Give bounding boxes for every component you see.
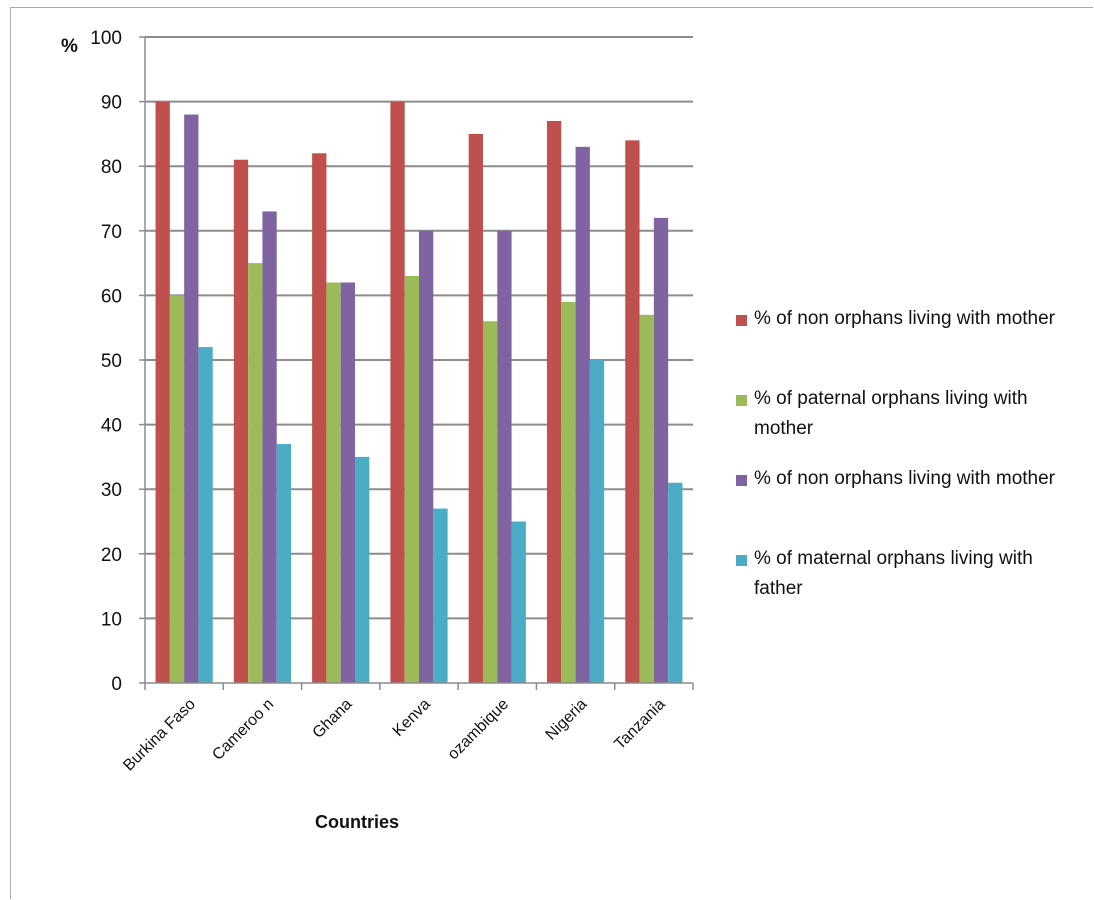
bar-2-4: [482, 321, 498, 683]
bar-3-2: [340, 282, 356, 683]
y-tick-label: 90: [101, 93, 122, 114]
y-tick-label: 20: [101, 545, 122, 566]
bar-2-3: [404, 276, 419, 683]
y-tick-label: 10: [101, 609, 122, 630]
bar-4-6: [668, 482, 683, 683]
bar-1-4: [468, 133, 483, 683]
axes: [139, 36, 694, 690]
bar-4-2: [355, 456, 370, 683]
bar-4-3: [433, 508, 448, 683]
x-tick-label: Burkina Faso: [120, 696, 199, 775]
bar-1-6: [625, 140, 640, 684]
bar-3-1: [262, 211, 277, 684]
y-tick-labels: 0 10 20 30 40 50 60 70 80 90 100: [90, 28, 122, 695]
bar-2-5: [561, 301, 576, 683]
bar-1-2: [312, 153, 327, 683]
bar-3-0: [184, 114, 199, 683]
bar-2-1: [248, 263, 263, 683]
bar-2-2: [326, 282, 341, 683]
x-tick-labels: Burkina Faso Cameroo n Ghana Kenva ozambique…: [120, 696, 668, 775]
y-tick-label: 60: [101, 286, 122, 307]
bar-4-4: [511, 521, 526, 683]
bar-1-1: [233, 159, 249, 684]
x-tick-label: Kenva: [390, 696, 434, 740]
bar-1-0: [155, 101, 170, 684]
bar-1-3: [390, 101, 405, 684]
bar-2-0: [169, 295, 185, 683]
legend-label: % of non orphans living with mother: [754, 308, 1056, 329]
chart-frame: [10, 7, 1093, 899]
y-tick-label: 100: [90, 28, 122, 49]
x-tick-label: Nigeria: [543, 696, 591, 744]
x-axis-title: Countries: [315, 812, 399, 832]
y-axis-title: %: [61, 36, 78, 57]
y-tick-label: 30: [101, 480, 122, 501]
y-tick-label: 70: [101, 222, 122, 243]
legend-swatch: [736, 315, 747, 326]
bar-3-3: [419, 230, 434, 684]
legend-label: % of non orphans living with mother: [754, 468, 1056, 489]
y-tick-label: 40: [101, 416, 122, 437]
legend-swatch: [736, 395, 747, 406]
x-tick-label: Tanzania: [611, 696, 668, 753]
bar-3-6: [653, 217, 669, 683]
legend-swatch: [736, 475, 747, 486]
bar-2-6: [639, 314, 654, 683]
x-tick-label: Ghana: [310, 696, 356, 742]
y-tick-label: 80: [101, 157, 122, 178]
legend-label: % of paternal orphans living with mother: [754, 388, 1028, 439]
y-tick-label: 0: [111, 674, 122, 695]
x-tick-label: ozambique: [445, 696, 512, 763]
bar-1-5: [546, 120, 562, 684]
bar-4-1: [276, 443, 292, 683]
legend: % of non orphans living with mother % of …: [736, 308, 1056, 599]
legend-label: % of maternal orphans living with father: [754, 548, 1033, 599]
bar-3-5: [575, 146, 590, 683]
bar-3-4: [497, 230, 512, 684]
bar-4-5: [589, 360, 605, 683]
y-tick-label: 50: [101, 351, 122, 372]
legend-swatch: [736, 555, 747, 566]
bars: [155, 101, 683, 684]
x-tick-label: Cameroo n: [209, 696, 277, 764]
bar-4-0: [198, 347, 213, 683]
